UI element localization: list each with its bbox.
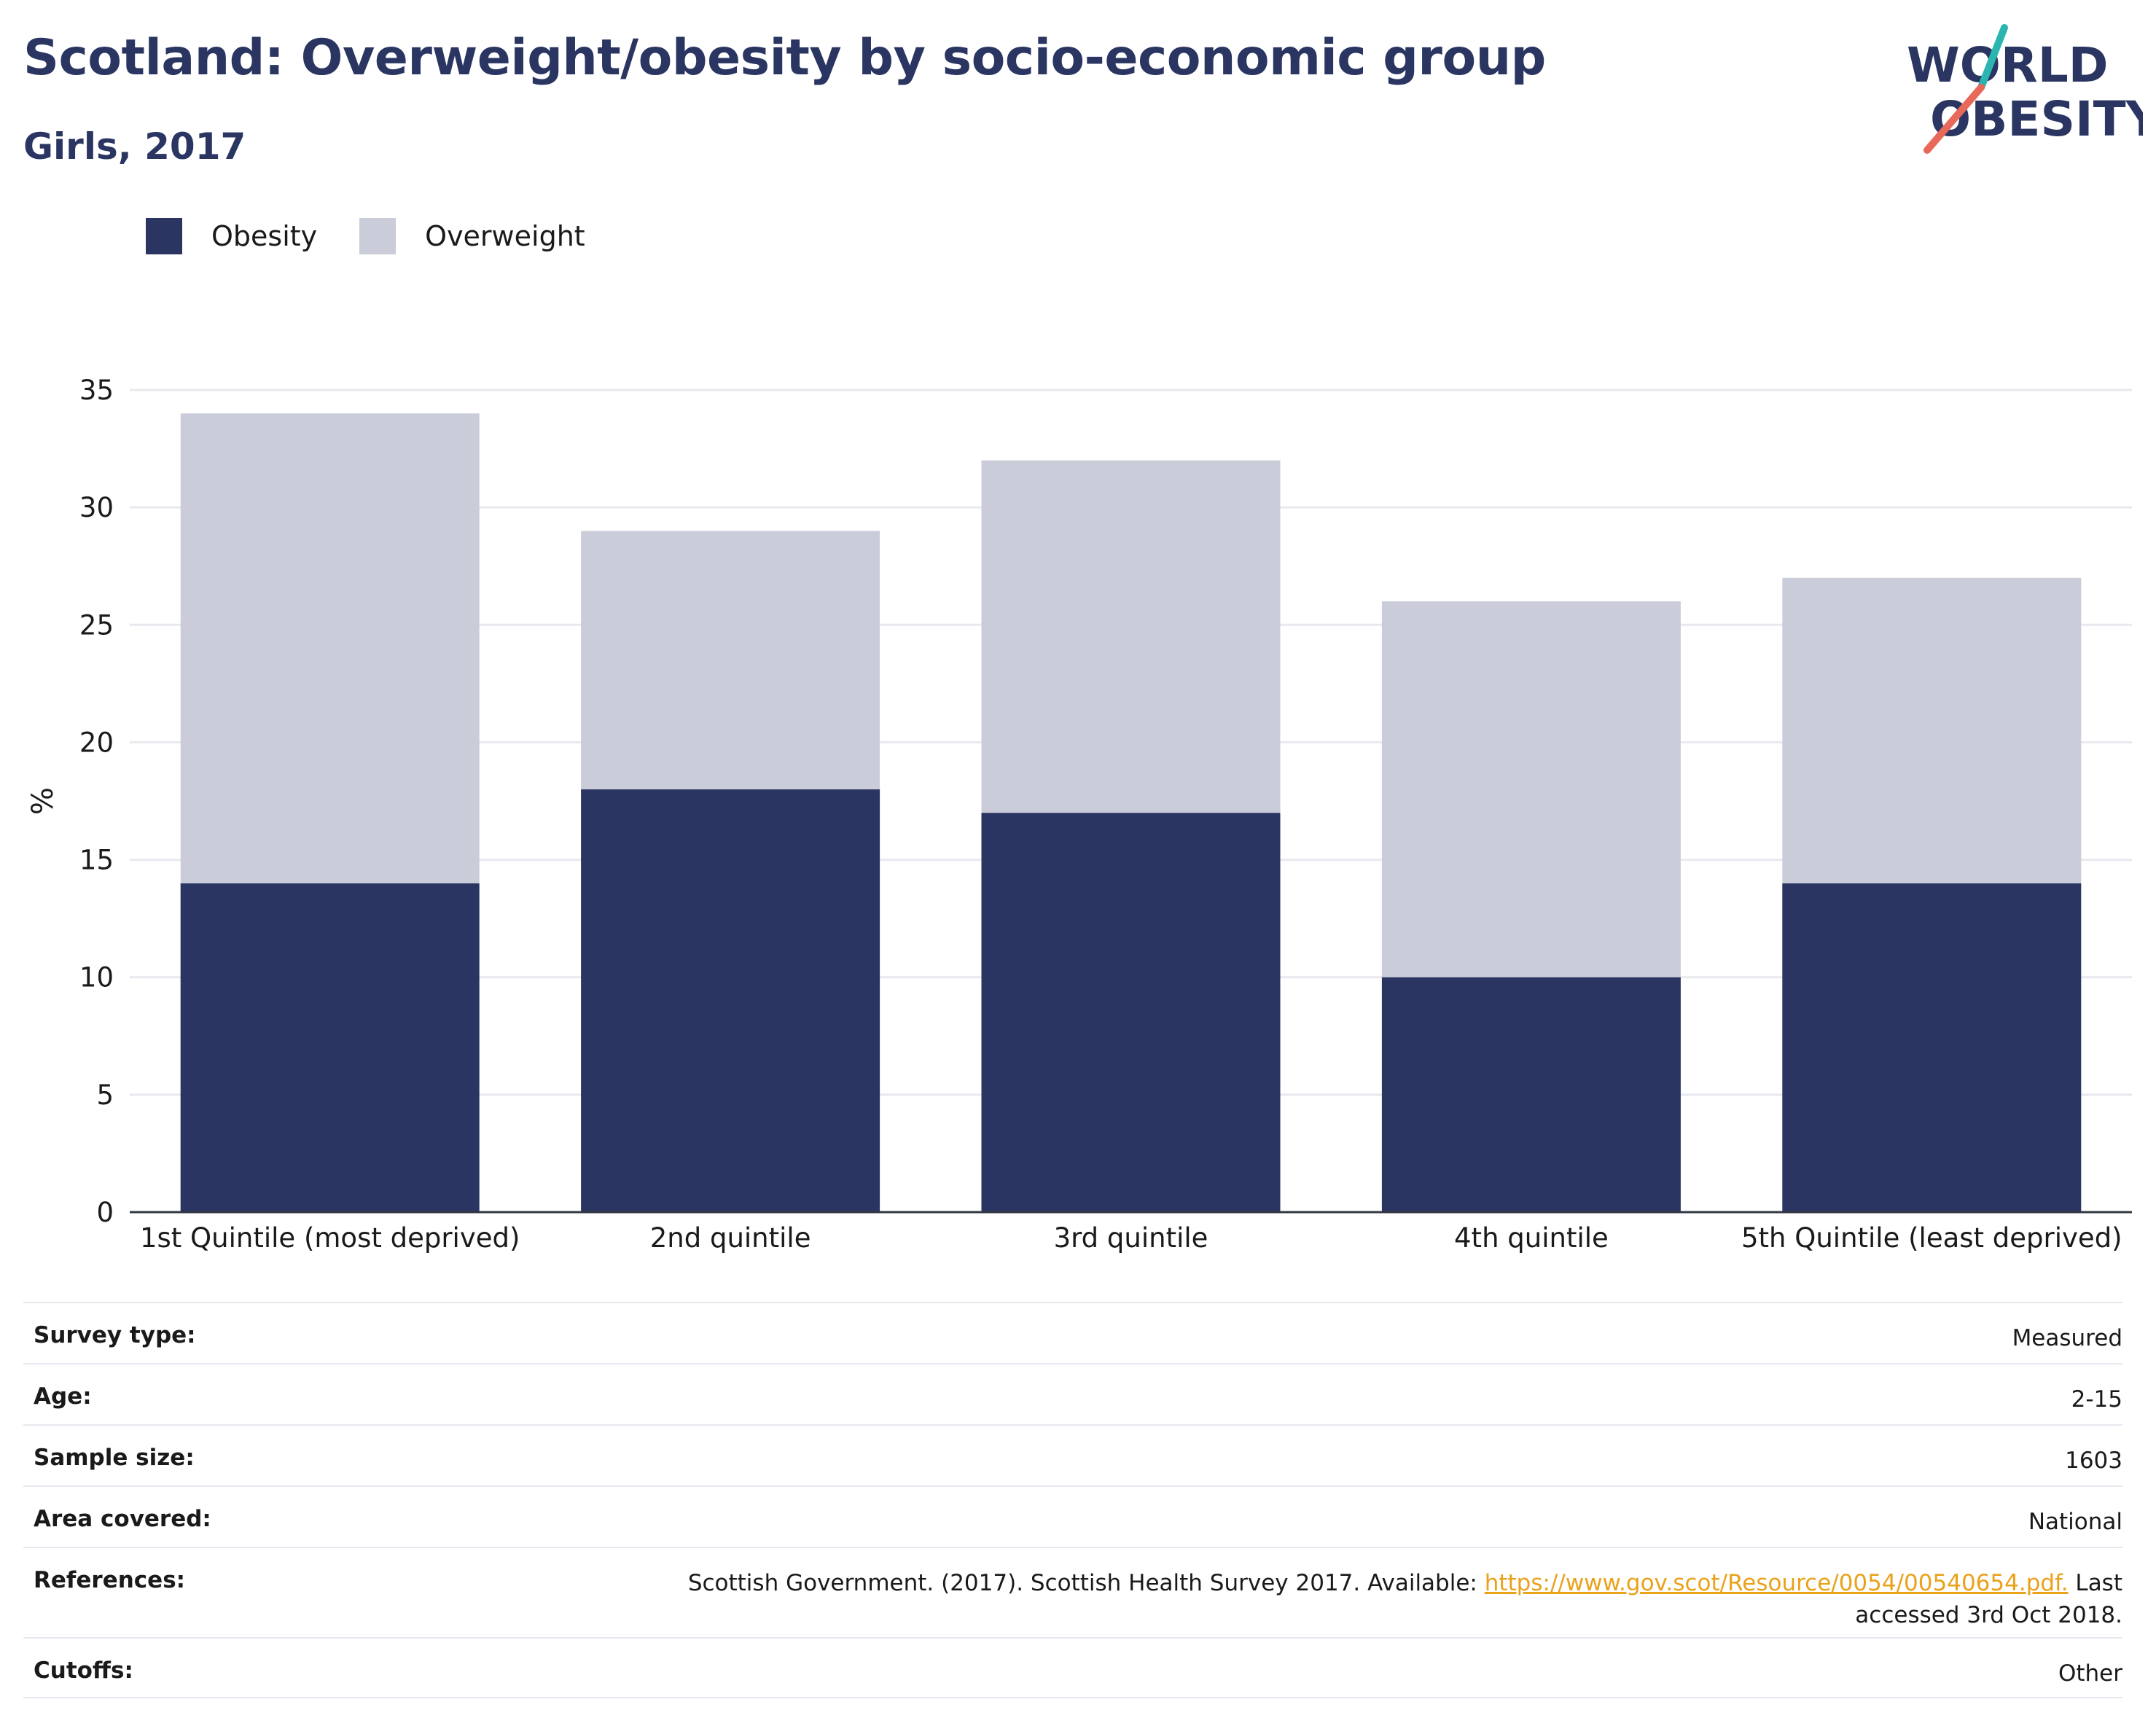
reference-link[interactable]: https://www.gov.scot/Resource/0054/00540…	[1484, 1570, 2069, 1596]
legend-item-obesity[interactable]: Obesity	[146, 218, 317, 254]
logo-slash-teal	[1977, 24, 2008, 91]
info-key: Area covered:	[34, 1506, 211, 1532]
reference-text-line2: accessed 3rd Oct 2018.	[1855, 1602, 2122, 1628]
info-value: Measured	[2012, 1325, 2122, 1351]
info-table: Survey type: Measured Age: 2-15 Sample s…	[23, 1302, 2122, 1698]
logo-text-obesity: OBESITY	[1930, 91, 2143, 147]
info-row-cutoffs: Cutoffs: Other	[23, 1637, 2122, 1698]
y-tick-label: 0	[96, 1197, 114, 1228]
x-tick-label: 4th quintile	[1454, 1222, 1609, 1254]
info-row-age: Age: 2-15	[23, 1363, 2122, 1424]
info-row-sample-size: Sample size: 1603	[23, 1424, 2122, 1485]
info-row-survey-type: Survey type: Measured	[23, 1302, 2122, 1363]
bar-chart: 0 5 10 15 20 25 30 35% 1st Quintile (most depriv…	[26, 375, 2132, 1254]
bar-overweight	[180, 413, 480, 883]
chart-subtitle: Girls, 2017	[23, 125, 246, 168]
y-tick-label: 15	[79, 845, 114, 876]
info-key: References:	[34, 1567, 186, 1593]
bar-overweight	[1381, 601, 1681, 977]
legend-label-overweight: Overweight	[425, 220, 585, 252]
legend-swatch-overweight	[359, 218, 397, 254]
bars	[180, 413, 2082, 1212]
info-row-area-covered: Area covered: National	[23, 1485, 2122, 1547]
world-obesity-logo: WORLD OBESITY	[1907, 24, 2143, 154]
bar-obesity	[180, 883, 480, 1212]
x-tick-label: 1st Quintile (most deprived)	[140, 1222, 520, 1254]
y-tick-label: 5	[96, 1079, 114, 1111]
y-tick-label: 10	[79, 962, 114, 993]
x-tick-label: 2nd quintile	[650, 1222, 811, 1254]
axes: 0 5 10 15 20 25 30 35% 1st Quintile (most depriv…	[26, 375, 2132, 1254]
legend-item-overweight[interactable]: Overweight	[359, 218, 585, 254]
bar-obesity	[581, 789, 880, 1212]
info-key: Survey type:	[34, 1322, 196, 1348]
info-value: Other	[2058, 1660, 2122, 1687]
info-value: Scottish Government. (2017). Scottish He…	[688, 1567, 2122, 1631]
bar-obesity	[1782, 883, 2082, 1212]
bar-overweight	[1782, 577, 2082, 883]
info-row-references: References: Scottish Government. (2017).…	[23, 1547, 2122, 1637]
info-value: 2-15	[2071, 1386, 2122, 1413]
chart-legend: Obesity Overweight	[146, 216, 628, 257]
y-tick-label: 20	[79, 727, 114, 758]
bar-overweight	[981, 460, 1281, 813]
bar-overweight	[581, 531, 880, 789]
logo-slash-coral	[1923, 84, 1985, 154]
x-tick-label: 3rd quintile	[1054, 1222, 1208, 1254]
y-axis-label: %	[26, 787, 60, 815]
info-key: Age:	[34, 1383, 92, 1410]
reference-suffix: Last	[2068, 1570, 2122, 1596]
info-value: 1603	[2065, 1448, 2122, 1474]
x-tick-label: 5th Quintile (least deprived)	[1741, 1222, 2122, 1254]
y-tick-label: 30	[79, 492, 114, 523]
info-key: Cutoffs:	[34, 1657, 133, 1684]
logo-text-world: WORLD	[1907, 37, 2109, 93]
legend-swatch-obesity	[146, 218, 182, 254]
info-key: Sample size:	[34, 1445, 195, 1471]
info-value: National	[2028, 1509, 2122, 1535]
y-tick-label: 25	[79, 609, 114, 641]
chart-title: Scotland: Overweight/obesity by socio-ec…	[23, 29, 1546, 87]
y-tick-label: 35	[79, 375, 114, 406]
legend-label-obesity: Obesity	[211, 220, 318, 252]
bar-obesity	[1381, 977, 1681, 1212]
reference-text: Scottish Government. (2017). Scottish He…	[687, 1570, 1485, 1596]
bar-obesity	[981, 813, 1281, 1212]
